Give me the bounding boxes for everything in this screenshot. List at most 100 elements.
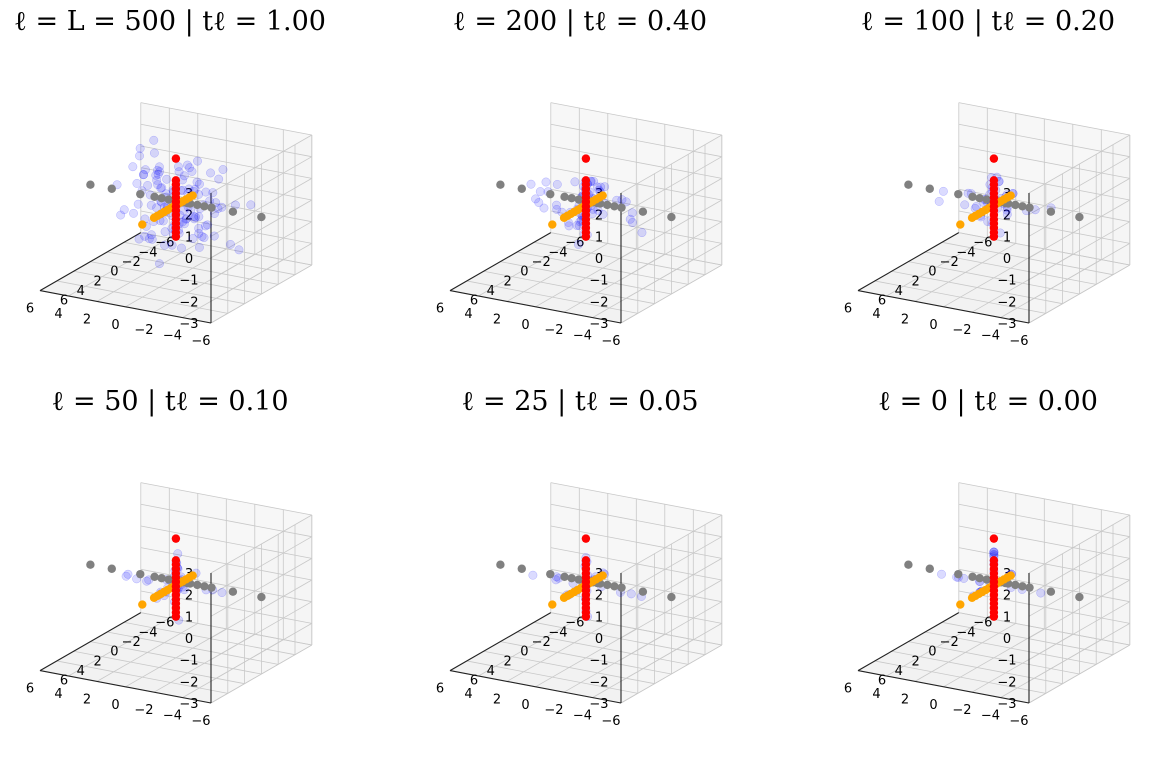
y-tick-label: 2 bbox=[911, 654, 919, 669]
cloud-point bbox=[192, 177, 202, 187]
grid-line bbox=[874, 660, 1046, 694]
cloud-point bbox=[217, 202, 227, 212]
cloud-point bbox=[627, 208, 637, 218]
grey-point bbox=[975, 573, 984, 583]
grey-point bbox=[200, 582, 209, 591]
cloud-point bbox=[132, 178, 142, 188]
grey-point bbox=[207, 583, 216, 592]
cloud-point bbox=[541, 177, 551, 187]
y-tick-label: 2 bbox=[911, 274, 919, 289]
y-tick-label: 2 bbox=[93, 654, 101, 669]
z-tick-label: −2 bbox=[997, 295, 1016, 310]
grey-point bbox=[1018, 582, 1027, 591]
cloud-point bbox=[187, 167, 197, 176]
grid-line bbox=[958, 482, 1130, 516]
subplot-title: ℓ = L = 500 | tℓ = 1.00 bbox=[14, 6, 326, 37]
z-tick-label: 2 bbox=[185, 589, 193, 604]
x-tick-label: 2 bbox=[83, 312, 91, 327]
subplot-title: ℓ = 0 | tℓ = 0.00 bbox=[878, 386, 1098, 417]
cloud-point bbox=[234, 245, 244, 255]
cloud-point bbox=[199, 233, 209, 243]
grey-point bbox=[193, 580, 202, 590]
x-tick-label: 0 bbox=[929, 698, 937, 713]
y-tick-label: 6 bbox=[470, 294, 478, 309]
grey-point bbox=[517, 184, 526, 193]
y-tick-label: −6 bbox=[155, 236, 174, 251]
grey-point bbox=[982, 195, 991, 204]
x-tick-label: 4 bbox=[54, 307, 62, 322]
orange-point bbox=[548, 220, 557, 229]
grey-point bbox=[638, 207, 648, 216]
cloud-point bbox=[162, 174, 172, 184]
x-tick-label: −4 bbox=[573, 329, 592, 344]
cloud-point bbox=[194, 212, 204, 222]
x-tick-label: 6 bbox=[26, 682, 34, 697]
cloud-point bbox=[193, 156, 202, 166]
y-tick-label: 0 bbox=[110, 265, 118, 280]
cloud-point bbox=[596, 182, 606, 192]
grey-point bbox=[925, 564, 934, 573]
orange-point bbox=[956, 220, 965, 229]
y-axis-line bbox=[39, 232, 142, 292]
x-tick-label: 6 bbox=[26, 302, 34, 317]
grey-point bbox=[1046, 587, 1056, 596]
y-tick-label: −4 bbox=[956, 245, 975, 260]
red-point bbox=[989, 612, 999, 621]
y-tick-label: −4 bbox=[138, 245, 157, 260]
red-point bbox=[581, 232, 591, 241]
y-tick-label: −6 bbox=[973, 236, 992, 251]
z-tick-label: 2 bbox=[1003, 589, 1011, 604]
grey-point bbox=[257, 212, 266, 222]
cloud-point bbox=[155, 259, 164, 269]
cloud-point bbox=[528, 570, 538, 580]
grey-point bbox=[560, 192, 569, 202]
grey-point bbox=[560, 572, 569, 582]
cloud-point bbox=[155, 167, 165, 177]
x-tick-label: −4 bbox=[981, 709, 1000, 724]
red-point bbox=[171, 232, 181, 241]
x-tick-label: −4 bbox=[981, 329, 1000, 344]
grey-point bbox=[157, 573, 166, 583]
x-tick-label: −2 bbox=[952, 323, 971, 338]
y-tick-label: −4 bbox=[138, 625, 157, 640]
cloud-point bbox=[143, 181, 153, 190]
y-tick-label: 4 bbox=[487, 284, 495, 299]
z-tick-label: 2 bbox=[185, 209, 193, 224]
grey-point bbox=[610, 202, 619, 211]
x-tick-label: 6 bbox=[436, 682, 444, 697]
z-tick-label: −1 bbox=[179, 274, 198, 289]
red-point bbox=[171, 612, 181, 621]
y-tick-label: −6 bbox=[973, 616, 992, 631]
cloud-point bbox=[200, 221, 210, 231]
grid-line bbox=[958, 102, 1130, 136]
x-axis-line bbox=[857, 670, 1030, 704]
grey-point bbox=[638, 587, 648, 596]
cloud-point bbox=[133, 199, 143, 209]
cloud-point bbox=[156, 183, 166, 193]
grey-point bbox=[136, 189, 145, 199]
y-tick-label: −2 bbox=[122, 635, 141, 650]
cloud-point bbox=[625, 214, 635, 224]
cloud-point bbox=[217, 588, 227, 597]
orange-point bbox=[138, 220, 147, 229]
cloud-point bbox=[246, 200, 256, 210]
grey-point bbox=[1018, 202, 1027, 211]
y-tick-label: −6 bbox=[155, 616, 174, 631]
cloud-point bbox=[539, 203, 549, 213]
cloud-point bbox=[146, 200, 156, 210]
x-tick-label: 0 bbox=[111, 698, 119, 713]
z-tick-label: 0 bbox=[185, 252, 193, 267]
cloud-point bbox=[214, 174, 224, 184]
x-tick-label: 2 bbox=[493, 312, 501, 327]
grey-point bbox=[150, 572, 159, 582]
cloud-point bbox=[147, 230, 156, 240]
cloud-point bbox=[570, 177, 580, 187]
y-tick-label: −2 bbox=[532, 255, 551, 270]
red-point bbox=[171, 154, 181, 163]
y-tick-label: −4 bbox=[548, 245, 567, 260]
grey-point bbox=[603, 580, 612, 590]
cloud-point bbox=[174, 167, 184, 177]
subplot-title: ℓ = 50 | tℓ = 0.10 bbox=[51, 386, 288, 417]
cloud-point bbox=[144, 234, 154, 244]
